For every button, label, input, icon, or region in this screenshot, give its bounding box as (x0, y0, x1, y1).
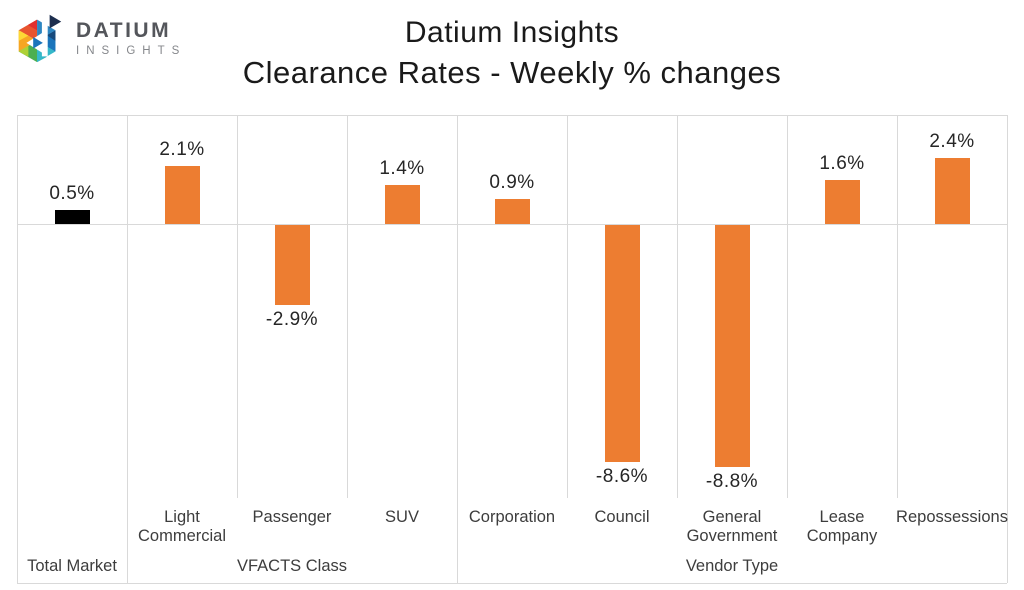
category-gridline (787, 115, 788, 498)
category-label: Repossessions (896, 508, 1008, 526)
category-label: Council (594, 508, 650, 526)
chart-title-line1: Datium Insights (404, 16, 620, 49)
category-gridline (677, 115, 678, 498)
value-label: -8.6% (595, 466, 649, 487)
category-gridline (17, 115, 18, 583)
group-label: Vendor Type (685, 557, 779, 575)
category-label: Lease Company (806, 508, 878, 545)
chart-title-block: Datium Insights Clearance Rates - Weekly… (0, 16, 1024, 91)
bar-general-government (714, 225, 750, 467)
category-gridline (897, 115, 898, 498)
bar-suv (384, 185, 420, 224)
value-label: 2.4% (929, 131, 975, 152)
bar-light-commercial (164, 166, 200, 224)
datium-logo-icon (18, 14, 62, 63)
value-label: -2.9% (265, 309, 319, 330)
group-label: Total Market (27, 557, 117, 575)
category-gridline (237, 115, 238, 498)
category-label: Corporation (468, 508, 556, 526)
bar-repossessions (934, 158, 970, 224)
category-gridline (457, 115, 458, 583)
category-gridline (567, 115, 568, 498)
category-label: Light Commercial (137, 508, 226, 545)
value-label: 2.1% (159, 139, 205, 160)
value-label: 1.4% (379, 158, 425, 179)
axis-bottom-line (17, 583, 1007, 584)
logo-sub-text: INSIGHTS (76, 44, 187, 57)
bar-total-market (54, 210, 90, 224)
zero-baseline (17, 224, 1007, 225)
value-label: -8.8% (705, 471, 759, 492)
value-label: 1.6% (819, 153, 865, 174)
group-label: VFACTS Class (236, 557, 348, 575)
category-gridline (347, 115, 348, 498)
datium-logo: DATIUM INSIGHTS (10, 8, 186, 68)
category-label: General Government (686, 508, 778, 545)
bar-passenger (274, 225, 310, 305)
bar-lease-company (824, 180, 860, 224)
plot-top-border (17, 115, 1007, 116)
category-label: Passenger (252, 508, 332, 526)
logo-brand-text: DATIUM (76, 19, 172, 43)
value-label: 0.9% (489, 172, 535, 193)
category-label: SUV (385, 508, 419, 526)
chart-title-line2: Clearance Rates - Weekly % changes (242, 55, 782, 90)
category-gridline (127, 115, 128, 583)
category-gridline (1007, 115, 1008, 583)
bar-corporation (494, 199, 530, 224)
value-label: 0.5% (49, 183, 95, 204)
bar-council (604, 225, 640, 462)
